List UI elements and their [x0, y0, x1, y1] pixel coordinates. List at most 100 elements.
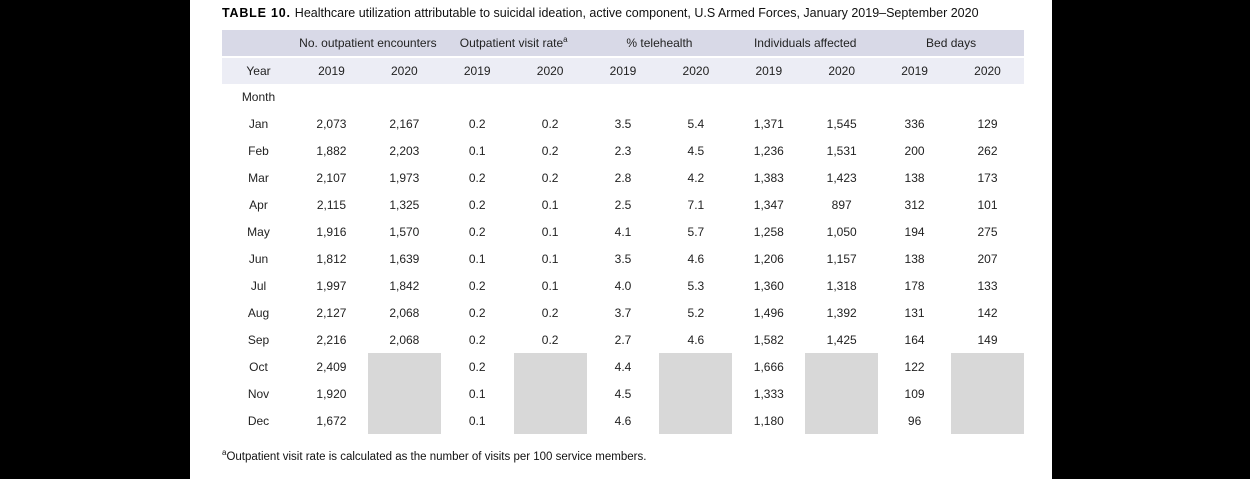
value-cell: 4.6 — [614, 413, 632, 428]
value-cell: 122 — [904, 359, 925, 374]
value-cell: 4.0 — [614, 278, 632, 293]
table-row: Jul 1,997 1,842 0.2 0.1 4.0 5.3 1,360 1,… — [222, 272, 1024, 299]
no-data-mask — [951, 380, 1024, 407]
column-group-header-row: No. outpatient encounters Outpatient vis… — [222, 30, 1024, 58]
table-row: Feb 1,882 2,203 0.1 0.2 2.3 4.5 1,236 1,… — [222, 137, 1024, 164]
col-group-outpatient-encounters: No. outpatient encounters — [295, 30, 441, 58]
value-cell: 1,672 — [316, 413, 347, 428]
col-group-bed-days: Bed days — [878, 30, 1024, 58]
value-cell: 0.2 — [468, 359, 486, 374]
table-row: Sep 2,216 2,068 0.2 0.2 2.7 4.6 1,582 1,… — [222, 326, 1024, 353]
value-cell: 1,258 — [753, 224, 784, 239]
value-cell: 1,392 — [826, 305, 857, 320]
value-cell: 1,236 — [753, 143, 784, 158]
footnote-text: Outpatient visit rate is calculated as t… — [226, 451, 647, 463]
value-cell: 2,216 — [316, 332, 347, 347]
value-cell: 164 — [904, 332, 925, 347]
value-cell: 0.1 — [541, 197, 559, 212]
table-row: Aug 2,127 2,068 0.2 0.2 3.7 5.2 1,496 1,… — [222, 299, 1024, 326]
table-row: Jan 2,073 2,167 0.2 0.2 3.5 5.4 1,371 1,… — [222, 110, 1024, 137]
value-cell: 1,666 — [753, 359, 784, 374]
no-data-mask — [805, 407, 879, 434]
year-header: 2019 — [732, 57, 806, 84]
value-cell: 0.2 — [541, 170, 559, 185]
value-cell: 1,347 — [753, 197, 784, 212]
table-number-label: TABLE 10. — [222, 6, 291, 20]
value-cell: 129 — [977, 116, 998, 131]
value-cell: 138 — [904, 251, 925, 266]
value-cell: 5.2 — [687, 305, 705, 320]
table-footnote: aOutpatient visit rate is calculated as … — [222, 448, 647, 463]
year-header: 2019 — [586, 57, 660, 84]
value-cell: 1,206 — [753, 251, 784, 266]
value-cell: 1,916 — [316, 224, 347, 239]
value-cell: 1,383 — [753, 170, 784, 185]
no-data-mask — [367, 407, 441, 434]
value-cell: 0.2 — [468, 197, 486, 212]
year-header-row: Year 2019 2020 2019 2020 2019 2020 2019 … — [222, 57, 1024, 84]
value-cell: 149 — [977, 332, 998, 347]
value-cell: 142 — [977, 305, 998, 320]
value-cell: 138 — [904, 170, 925, 185]
value-cell: 275 — [977, 224, 998, 239]
no-data-mask — [951, 353, 1024, 380]
value-cell: 1,570 — [389, 224, 420, 239]
no-data-mask — [659, 353, 733, 380]
value-cell: 131 — [904, 305, 925, 320]
value-cell: 2,167 — [389, 116, 420, 131]
month-label: Oct — [249, 359, 268, 374]
value-cell: 262 — [977, 143, 998, 158]
table-title-text: Healthcare utilization attributable to s… — [294, 6, 979, 20]
year-header: 2020 — [367, 57, 441, 84]
col-group-label: Bed days — [926, 36, 977, 50]
col-group-label: No. outpatient encounters — [299, 36, 437, 50]
document-page: TABLE 10. Healthcare utilization attribut… — [190, 0, 1052, 479]
table-row: Jun 1,812 1,639 0.1 0.1 3.5 4.6 1,206 1,… — [222, 245, 1024, 272]
value-cell: 0.2 — [468, 332, 486, 347]
year-header: 2019 — [440, 57, 514, 84]
month-label: Dec — [247, 413, 270, 428]
value-cell: 2,068 — [389, 305, 420, 320]
value-cell: 1,360 — [753, 278, 784, 293]
no-data-mask — [367, 380, 441, 407]
value-cell: 2,068 — [389, 332, 420, 347]
value-cell: 0.1 — [468, 143, 486, 158]
no-data-mask — [513, 407, 587, 434]
value-cell: 1,496 — [753, 305, 784, 320]
healthcare-utilization-table: No. outpatient encounters Outpatient vis… — [222, 30, 1024, 434]
value-cell: 1,371 — [753, 116, 784, 131]
value-cell: 0.1 — [468, 413, 486, 428]
col-group-label: Individuals affected — [753, 36, 857, 50]
month-row-label: Month — [241, 90, 276, 104]
value-cell: 3.7 — [614, 305, 632, 320]
value-cell: 1,425 — [826, 332, 857, 347]
month-label: Jul — [250, 278, 267, 293]
table-row: Mar 2,107 1,973 0.2 0.2 2.8 4.2 1,383 1,… — [222, 164, 1024, 191]
month-label: Jan — [248, 116, 269, 131]
value-cell: 312 — [904, 197, 925, 212]
value-cell: 5.7 — [687, 224, 705, 239]
value-cell: 1,582 — [753, 332, 784, 347]
month-header-row: Month — [222, 84, 1024, 110]
value-cell: 173 — [977, 170, 998, 185]
year-header: 2020 — [951, 57, 1024, 84]
value-cell: 1,325 — [389, 197, 420, 212]
value-cell: 4.5 — [687, 143, 705, 158]
col-group-pct-telehealth: % telehealth — [586, 30, 733, 58]
no-data-mask — [659, 380, 733, 407]
value-cell: 1,050 — [826, 224, 857, 239]
value-cell: 0.2 — [468, 170, 486, 185]
value-cell: 0.1 — [468, 386, 486, 401]
month-label: Aug — [247, 305, 270, 320]
month-label: Apr — [249, 197, 268, 212]
value-cell: 1,318 — [826, 278, 857, 293]
group-header-spacer — [222, 30, 295, 58]
year-header: 2020 — [659, 57, 733, 84]
value-cell: 101 — [977, 197, 998, 212]
value-cell: 0.2 — [468, 305, 486, 320]
footnote-marker: a — [222, 448, 227, 458]
value-cell: 336 — [904, 116, 925, 131]
value-cell: 4.6 — [687, 332, 705, 347]
value-cell: 5.4 — [687, 116, 705, 131]
